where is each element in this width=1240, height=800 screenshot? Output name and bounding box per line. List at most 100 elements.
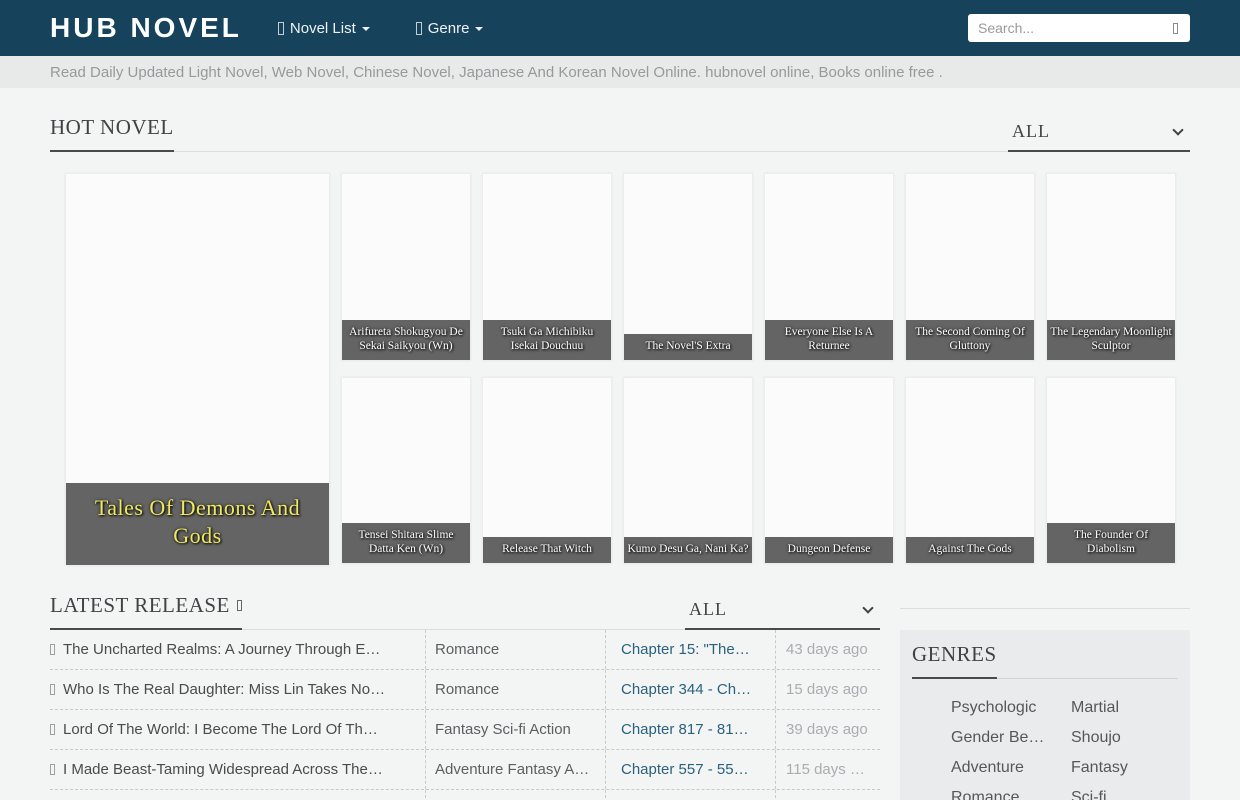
novel-cover[interactable]: Release That Witch	[482, 377, 612, 564]
nav-genre-label: Genre	[427, 19, 470, 37]
chapter-link[interactable]: Chapter 15: "The…	[605, 630, 775, 669]
book-icon	[50, 684, 55, 695]
novel-title-link[interactable]: Global Lord: 100% Drop Rate	[50, 790, 425, 800]
novel-title-link[interactable]: Lord Of The World: I Become The Lord Of …	[50, 710, 425, 749]
book-icon	[50, 644, 55, 655]
sidebar-divider	[900, 608, 1190, 609]
main-nav: Novel List Genre	[264, 10, 498, 47]
time-cell: 39 days ago	[775, 710, 880, 749]
nav-genre[interactable]: Genre	[402, 10, 498, 47]
novel-cover-featured[interactable]: Tales Of Demons And Gods	[65, 173, 330, 566]
novel-title-overlay: Tsuki Ga Michibiku Isekai Douchuu	[483, 319, 611, 360]
novel-cover[interactable]: Tsuki Ga Michibiku Isekai Douchuu	[482, 173, 612, 361]
latest-release-filter-select[interactable]: ALL	[685, 599, 880, 630]
hot-novel-header: HOT NOVEL ALL	[50, 115, 1190, 152]
novel-title-overlay: Dungeon Defense	[765, 537, 893, 563]
time-cell: 15 days ago	[775, 670, 880, 709]
novel-title-text: I Made Beast-Taming Widespread Across Th…	[63, 761, 383, 778]
novel-title-text: Lord Of The World: I Become The Lord Of …	[63, 721, 378, 738]
hot-novel-row-2: Tensei Shitara Slime Datta Ken (Wn) Rele…	[341, 377, 1176, 564]
hot-novel-filter-value: ALL	[1012, 121, 1050, 141]
genre-link[interactable]: Shoujo	[1071, 729, 1121, 746]
novel-cover[interactable]: The Second Coming Of Gluttony	[905, 173, 1035, 361]
genres-title: GENRES	[912, 642, 997, 679]
book-icon	[277, 21, 284, 35]
time-cell: 115 days …	[775, 750, 880, 789]
genre-cell: Fantasy Sci-fi Action	[425, 710, 605, 749]
genre-cell: Adventure Fantasy A…	[425, 790, 605, 800]
chapter-link[interactable]: Chapter 557 - 55…	[605, 750, 775, 789]
search-icon	[1172, 22, 1178, 34]
genre-cell: Adventure Fantasy A…	[425, 750, 605, 789]
novel-cover[interactable]: Kumo Desu Ga, Nani Ka?	[623, 377, 753, 564]
novel-title-overlay: Kumo Desu Ga, Nani Ka?	[624, 537, 752, 563]
novel-title-overlay: Tales Of Demons And Gods	[66, 482, 329, 565]
table-row: I Made Beast-Taming Widespread Across Th…	[50, 750, 880, 790]
search-button[interactable]	[1164, 18, 1186, 38]
hot-novel-row-1: Arifureta Shokugyou De Sekai Saikyou (Wn…	[341, 173, 1176, 361]
latest-release-table: The Uncharted Realms: A Journey Through …	[50, 630, 880, 800]
nav-novel-list[interactable]: Novel List	[264, 10, 384, 47]
genre-link[interactable]: Fantasy	[1071, 759, 1128, 776]
top-navbar: HUB NOVEL Novel List Genre	[0, 0, 1240, 56]
genre-link[interactable]: Romance	[951, 789, 1020, 800]
novel-title-link[interactable]: I Made Beast-Taming Widespread Across Th…	[50, 750, 425, 789]
novel-title-overlay: The Legendary Moonlight Sculptor	[1047, 319, 1175, 360]
novel-cover[interactable]: The Founder Of Diabolism	[1046, 377, 1176, 564]
novel-title-overlay: Arifureta Shokugyou De Sekai Saikyou (Wn…	[342, 319, 470, 360]
chevron-down-icon	[475, 27, 484, 31]
novel-title-overlay: Everyone Else Is A Returnee	[765, 319, 893, 360]
genre-link[interactable]: Psychologic	[951, 699, 1037, 716]
hot-novel-title: HOT NOVEL	[50, 115, 174, 152]
tagline-bar: Read Daily Updated Light Novel, Web Nove…	[0, 56, 1240, 88]
book-icon	[50, 724, 55, 735]
novel-title-link[interactable]: The Uncharted Realms: A Journey Through …	[50, 630, 425, 669]
sidebar: GENRES Psychologic Martial Gender Be… Sh…	[900, 593, 1190, 800]
genre-link[interactable]: Gender Be…	[951, 729, 1045, 746]
site-logo[interactable]: HUB NOVEL	[50, 12, 242, 43]
novel-title-overlay: Release That Witch	[483, 537, 611, 563]
latest-release-section: LATEST RELEASE ALL The Uncharted Realms:…	[50, 593, 880, 800]
site-tagline: Read Daily Updated Light Novel, Web Nove…	[50, 63, 943, 81]
chevron-down-icon	[361, 27, 370, 31]
novel-title-overlay: The Founder Of Diabolism	[1047, 522, 1175, 563]
page-content: HOT NOVEL ALL Tales Of Demons And Gods A…	[0, 115, 1240, 800]
hot-novel-section: HOT NOVEL ALL Tales Of Demons And Gods A…	[50, 115, 1190, 566]
chevron-down-icon	[862, 601, 874, 614]
table-row: The Uncharted Realms: A Journey Through …	[50, 630, 880, 670]
novel-title-text: The Uncharted Realms: A Journey Through …	[63, 641, 381, 658]
table-row: Global Lord: 100% Drop Rate Adventure Fa…	[50, 790, 880, 800]
hot-novel-filter-select[interactable]: ALL	[1008, 121, 1190, 152]
novel-cover[interactable]: Tensei Shitara Slime Datta Ken (Wn)	[341, 377, 471, 564]
tags-icon	[415, 21, 422, 35]
novel-cover[interactable]: Against The Gods	[905, 377, 1035, 564]
novel-cover[interactable]: Dungeon Defense	[764, 377, 894, 564]
hot-novel-grid: Tales Of Demons And Gods Arifureta Shoku…	[50, 152, 1190, 566]
novel-cover[interactable]: The Novel'S Extra	[623, 173, 753, 361]
rss-icon	[236, 600, 242, 611]
novel-title-overlay: Tensei Shitara Slime Datta Ken (Wn)	[342, 522, 470, 563]
novel-title-link[interactable]: Who Is The Real Daughter: Miss Lin Takes…	[50, 670, 425, 709]
genre-list: Psychologic Martial Gender Be… Shoujo Ad…	[912, 693, 1178, 800]
novel-cover[interactable]: Everyone Else Is A Returnee	[764, 173, 894, 361]
chapter-link[interactable]: Chapter 729 - 72…	[605, 790, 775, 800]
search-input[interactable]	[968, 14, 1190, 42]
genre-link[interactable]: Martial	[1071, 699, 1120, 716]
table-row: Who Is The Real Daughter: Miss Lin Takes…	[50, 670, 880, 710]
nav-novel-list-label: Novel List	[289, 19, 356, 37]
latest-release-header: LATEST RELEASE ALL	[50, 593, 880, 630]
latest-release-title: LATEST RELEASE	[50, 593, 242, 630]
chapter-link[interactable]: Chapter 817 - 81…	[605, 710, 775, 749]
novel-title-text: Who Is The Real Daughter: Miss Lin Takes…	[63, 681, 386, 698]
genre-link[interactable]: Adventure	[951, 759, 1024, 776]
genres-header: GENRES	[912, 642, 1178, 679]
genre-cell: Romance	[425, 670, 605, 709]
novel-cover[interactable]: Arifureta Shokugyou De Sekai Saikyou (Wn…	[341, 173, 471, 361]
chapter-link[interactable]: Chapter 344 - Ch…	[605, 670, 775, 709]
novel-title-overlay: The Novel'S Extra	[624, 334, 752, 360]
genre-link[interactable]: Sci-fi	[1071, 789, 1107, 800]
table-row: Lord Of The World: I Become The Lord Of …	[50, 710, 880, 750]
book-icon	[50, 764, 55, 775]
search-box	[968, 14, 1190, 42]
novel-cover[interactable]: The Legendary Moonlight Sculptor	[1046, 173, 1176, 361]
